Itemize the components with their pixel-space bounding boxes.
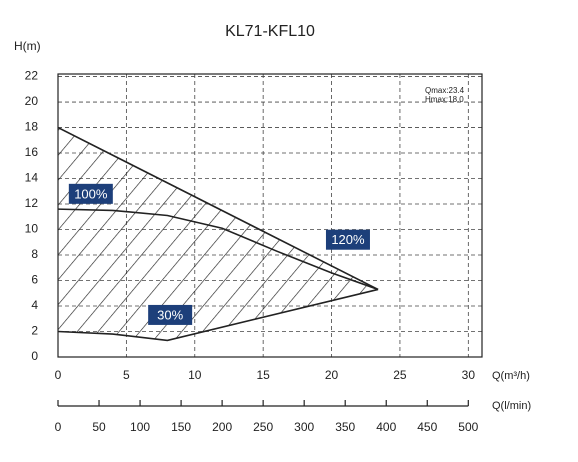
y-tick-label: 4 (31, 298, 38, 312)
x-tick-label: 5 (123, 368, 130, 382)
label-box (148, 304, 193, 325)
legend-label: 30% (157, 307, 183, 322)
y-tick-label: 10 (25, 222, 39, 236)
x-tick-label: 15 (256, 368, 270, 382)
y-tick-label: 0 (31, 349, 38, 363)
x2-tick-label: 100 (130, 420, 150, 434)
annotation: Qmax:23.4 (425, 86, 465, 95)
x2-tick-label: 0 (55, 420, 62, 434)
x2-tick-label: 500 (458, 420, 478, 434)
y-tick-label: 16 (25, 145, 39, 159)
legend-label: 100% (74, 186, 108, 201)
x2-tick-label: 300 (294, 420, 314, 434)
y-axis-label: H(m) (14, 39, 41, 53)
series-label: 30% (148, 304, 193, 325)
x-tick-label: 20 (325, 368, 339, 382)
x-tick-label: 30 (462, 368, 476, 382)
x2-tick-label: 200 (212, 420, 232, 434)
y-tick-label: 22 (25, 69, 39, 83)
y-tick-label: 18 (25, 120, 39, 134)
x-tick-label: 10 (188, 368, 202, 382)
y-tick-label: 8 (31, 247, 38, 261)
x-tick-label: 0 (55, 368, 62, 382)
curve (57, 208, 379, 291)
y-tick-label: 6 (31, 273, 38, 287)
label-box (68, 183, 113, 204)
x2-tick-label: 350 (335, 420, 355, 434)
y-tick-label: 2 (31, 324, 38, 338)
x2-axis-label: Q(l/min) (492, 400, 531, 412)
series-label: 100% (68, 183, 113, 204)
curve (57, 126, 379, 291)
annotation: Hmax:18.0 (425, 95, 464, 104)
hatch-area (58, 127, 379, 341)
legend-label: 120% (331, 232, 365, 247)
x2-tick-label: 150 (171, 420, 191, 434)
curve (57, 288, 379, 342)
x2-tick-label: 250 (253, 420, 273, 434)
label-box (325, 229, 370, 250)
x2-tick-label: 450 (417, 420, 437, 434)
y-tick-label: 20 (25, 94, 39, 108)
chart-title: KL71-KFL10 (225, 23, 315, 40)
y-tick-label: 12 (25, 196, 39, 210)
y-tick-label: 14 (25, 171, 39, 185)
x-axis-label: Q(m³/h) (492, 370, 530, 382)
x2-tick-label: 50 (92, 420, 106, 434)
x2-tick-label: 400 (376, 420, 396, 434)
series-label: 120% (325, 229, 370, 250)
x-tick-label: 25 (393, 368, 407, 382)
